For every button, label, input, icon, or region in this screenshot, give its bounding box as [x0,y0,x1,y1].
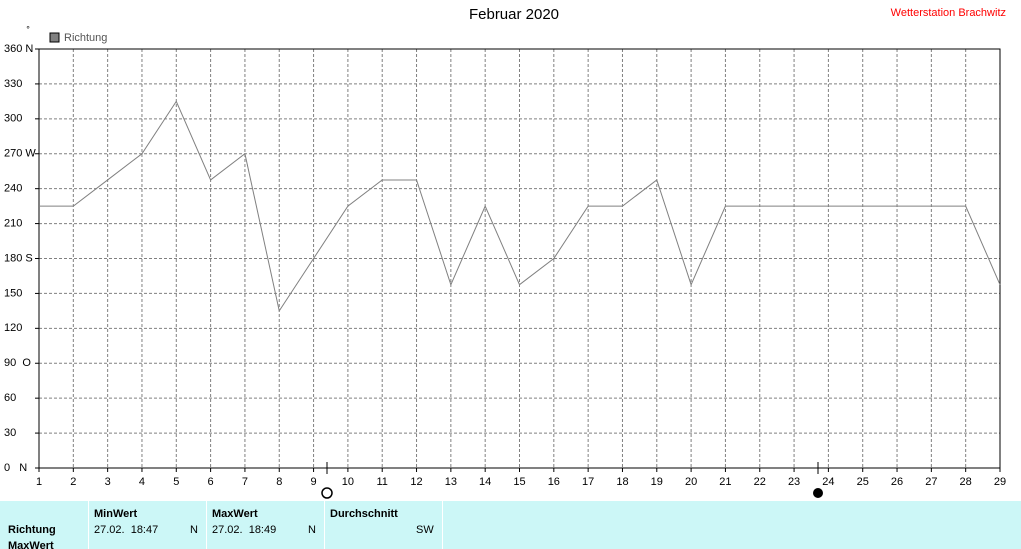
x-tick-label: 7 [242,476,248,488]
y-tick-label: 360 N [4,43,33,55]
x-tick-label: 11 [377,476,388,488]
separator [442,501,443,549]
x-tick-label: 5 [173,476,179,488]
x-tick-label: 19 [651,476,663,488]
y-tick-label: 30 [4,427,16,439]
x-tick-label: 10 [342,476,354,488]
x-tick-label: 25 [857,476,869,488]
x-tick-label: 20 [685,476,697,488]
x-tick-label: 24 [822,476,834,488]
x-tick-label: 29 [994,476,1006,488]
x-tick-label: 16 [548,476,560,488]
x-tick-label: 8 [276,476,282,488]
y-unit: ° [26,24,30,34]
series-line [39,100,1001,313]
x-tick-label: 18 [616,476,628,488]
legend-swatch [49,32,60,43]
x-tick-label: 22 [754,476,766,488]
header: MaxWert [212,508,258,520]
x-tick-label: 23 [788,476,800,488]
y-tick-label: 60 [4,392,16,404]
x-tick-label: 15 [513,476,525,488]
x-tick-label: 3 [105,476,111,488]
separator [324,501,325,549]
chart-title: Februar 2020 [469,6,559,23]
x-tick-label: 2 [70,476,76,488]
x-tick-label: 1 [36,476,42,488]
x-tick-label: 17 [582,476,594,488]
legend-label: Richtung [64,32,107,44]
separator [88,501,89,549]
min-time: 27.02. 18:47 [94,524,159,536]
header: Durchschnitt [330,508,398,520]
plot-border [38,48,1001,469]
moon-new [813,488,823,498]
y-tick-label: 90 O [4,357,31,369]
x-tick-label: 27 [925,476,937,488]
avg: SW [416,524,434,536]
y-tick-label: 180 S [4,252,33,264]
y-tick-label: 300 [4,113,22,125]
station: Wetterstation Brachwitz [891,7,1006,19]
row-label: MaxWert [8,540,54,549]
y-tick-label: 240 [4,183,22,195]
x-tick-label: 14 [479,476,491,488]
x-tick-label: 12 [410,476,422,488]
min-dir: N [190,524,198,536]
x-tick-label: 28 [960,476,972,488]
y-tick-label: 0 N [4,462,27,474]
separator [206,501,207,549]
max-time: 27.02. 18:49 [212,524,277,536]
y-tick-label: 150 [4,287,22,299]
stats-table: MinWert MaxWert Durchschnitt Richtung 27… [0,501,1021,549]
max-dir: N [308,524,316,536]
x-tick-label: 26 [891,476,903,488]
x-tick-label: 9 [311,476,317,488]
y-tick-label: 330 [4,78,22,90]
x-tick-label: 6 [208,476,214,488]
moon-full [321,487,333,499]
x-tick-label: 13 [445,476,457,488]
x-tick-label: 4 [139,476,145,488]
header: MinWert [94,508,138,520]
y-tick-label: 120 [4,322,22,334]
x-tick-label: 21 [719,476,731,488]
y-tick-label: 270 W [4,148,36,160]
row-label: Richtung [8,524,56,536]
chart: Februar 2020 Wetterstation Brachwitz ° 0… [4,6,1006,499]
y-tick-label: 210 [4,217,22,229]
